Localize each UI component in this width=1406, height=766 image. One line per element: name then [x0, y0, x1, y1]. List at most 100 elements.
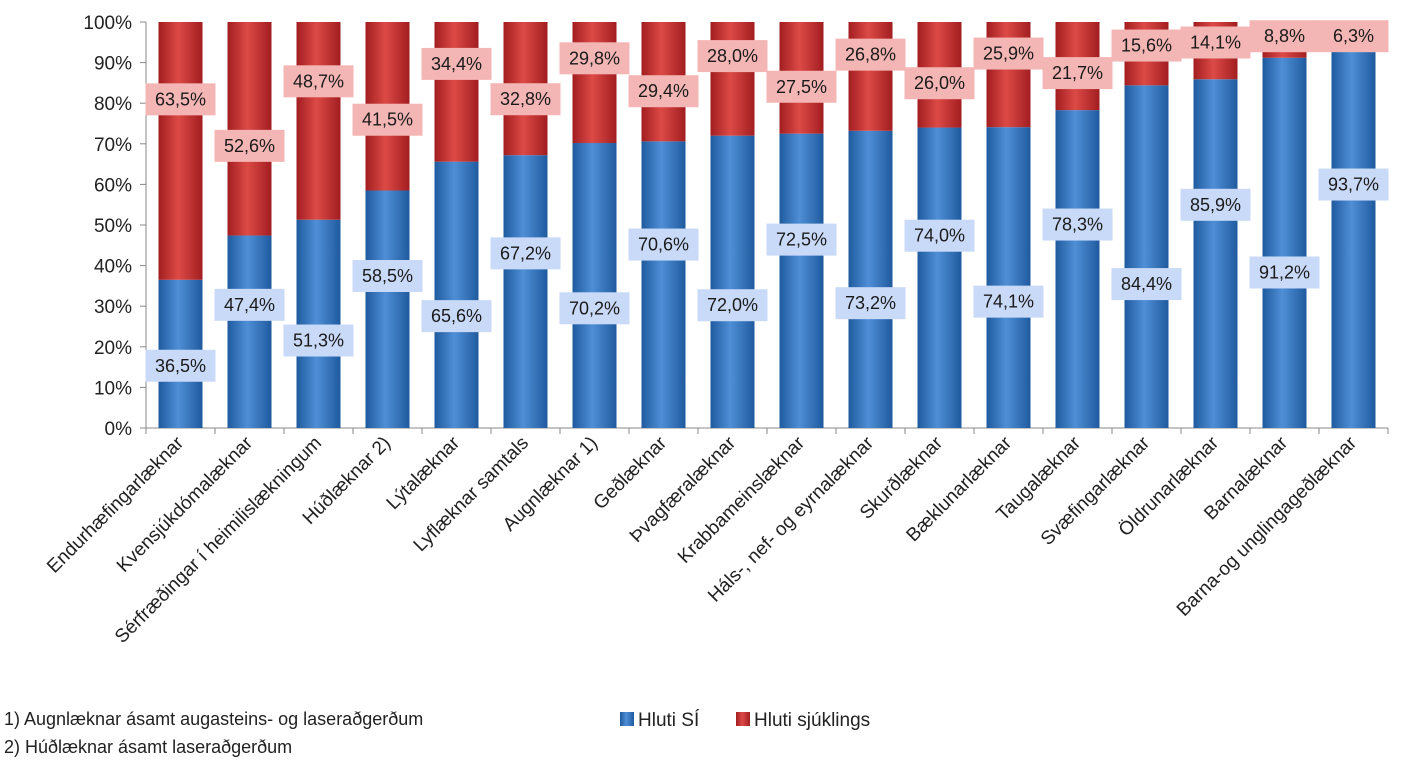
- data-label-hluti-sjuklings-bg: [697, 40, 768, 73]
- legend-label-hluti-sjuklings: Hluti sjúklings: [754, 710, 870, 731]
- data-label-hluti-si: 91,2%: [1259, 262, 1310, 282]
- data-label-hluti-si: 70,2%: [569, 298, 620, 318]
- y-tick-label: 60%: [94, 175, 132, 196]
- data-label-hluti-sjuklings: 29,4%: [638, 81, 689, 101]
- y-tick-label: 80%: [94, 94, 132, 115]
- data-label-hluti-sjuklings: 6,3%: [1333, 26, 1374, 46]
- data-label-hluti-sjuklings-bg: [973, 37, 1044, 70]
- bar-hluti-sjuklings: [848, 22, 893, 131]
- category-labels: EndurhæfingarlæknarKvensjúkdómalæknarSér…: [43, 432, 1361, 647]
- y-tick-label: 10%: [94, 378, 132, 399]
- bar-hluti-si: [710, 135, 755, 428]
- data-label-hluti-sjuklings-bg: [490, 83, 561, 116]
- footnote-hudlaeknar: 2) Húðlæknar ásamt laseraðgerðum: [4, 737, 293, 757]
- data-label-hluti-si: 85,9%: [1190, 195, 1241, 215]
- data-label-hluti-si: 73,2%: [845, 293, 896, 313]
- data-label-hluti-sjuklings: 48,7%: [293, 71, 344, 91]
- data-label-hluti-sjuklings: 8,8%: [1264, 26, 1305, 46]
- bar-hluti-sjuklings: [158, 22, 203, 280]
- y-tick-label: 40%: [94, 257, 132, 278]
- bar-hluti-si: [503, 155, 548, 428]
- data-label-hluti-si-bg: [973, 285, 1044, 318]
- legend-swatch-hluti-si: [620, 712, 634, 726]
- data-label-hluti-sjuklings: 15,6%: [1121, 36, 1172, 56]
- legend-swatch-hluti-sjuklings: [736, 712, 750, 726]
- data-label-hluti-si-bg: [214, 288, 285, 321]
- data-label-hluti-sjuklings-bg: [1249, 20, 1320, 53]
- data-label-hluti-sjuklings-bg: [1111, 29, 1182, 62]
- data-label-hluti-si: 78,3%: [1052, 215, 1103, 235]
- data-label-hluti-sjuklings-bg: [145, 83, 216, 116]
- data-label-hluti-si: 58,5%: [362, 266, 413, 286]
- category-label: Endurhæfingarlæknar: [43, 432, 188, 577]
- bar-hluti-si: [434, 161, 479, 428]
- y-tick-label: 100%: [83, 13, 132, 34]
- category-label: Krabbameinslæknar: [674, 432, 810, 568]
- legend: Hluti SÍ Hluti sjúklings: [620, 710, 870, 731]
- data-label-hluti-sjuklings: 14,1%: [1190, 33, 1241, 53]
- bar-hluti-si: [1055, 110, 1100, 429]
- data-label-hluti-si-bg: [628, 228, 699, 261]
- bar-hluti-si: [365, 190, 410, 428]
- data-label-hluti-si: 93,7%: [1328, 175, 1379, 195]
- legend-label-hluti-si: Hluti SÍ: [638, 710, 700, 731]
- y-tick-label: 90%: [94, 54, 132, 75]
- data-label-hluti-sjuklings: 26,8%: [845, 45, 896, 65]
- data-label-hluti-si: 74,1%: [983, 292, 1034, 312]
- data-label-hluti-sjuklings: 25,9%: [983, 44, 1034, 64]
- data-label-hluti-si: 84,4%: [1121, 274, 1172, 294]
- data-label-hluti-si-bg: [1249, 256, 1320, 289]
- data-label-hluti-si-bg: [421, 300, 492, 333]
- data-label-hluti-sjuklings-bg: [352, 103, 423, 136]
- y-tick-label: 20%: [94, 338, 132, 359]
- bar-hluti-si: [641, 141, 686, 428]
- data-label-hluti-sjuklings: 63,5%: [155, 89, 206, 109]
- data-label-hluti-sjuklings-bg: [214, 129, 285, 162]
- data-label-hluti-si-bg: [766, 223, 837, 256]
- bar-hluti-si: [986, 127, 1031, 429]
- data-label-hluti-si-bg: [1180, 188, 1251, 221]
- axes: 0% 10% 20% 30% 40% 50% 60% 70% 80% 90% 100%: [83, 13, 1389, 440]
- data-label-hluti-si: 70,6%: [638, 235, 689, 255]
- data-label-hluti-sjuklings-bg: [1042, 57, 1113, 90]
- bar-hluti-sjuklings: [434, 22, 479, 162]
- data-label-hluti-si: 67,2%: [500, 243, 551, 263]
- data-label-hluti-sjuklings: 27,5%: [776, 77, 827, 97]
- data-label-hluti-sjuklings: 32,8%: [500, 89, 551, 109]
- data-label-hluti-si-bg: [352, 259, 423, 292]
- data-label-hluti-si-bg: [904, 219, 975, 252]
- bar-hluti-si: [917, 127, 962, 428]
- bar-hluti-sjuklings: [227, 22, 272, 236]
- data-label-hluti-si-bg: [145, 349, 216, 382]
- category-label: Kvensjúkdómalæknar: [113, 432, 258, 577]
- data-label-hluti-si-bg: [835, 287, 906, 320]
- data-labels: 36,5% 63,5% 47,4% 52,6% 51,3% 48,7% 58,5% 41,5%…: [145, 20, 1389, 382]
- data-label-hluti-sjuklings-bg: [766, 70, 837, 103]
- data-label-hluti-sjuklings-bg: [1180, 26, 1251, 59]
- y-tick-label: 70%: [94, 135, 132, 156]
- bar-hluti-si: [848, 130, 893, 429]
- bar-hluti-si: [296, 219, 341, 428]
- data-label-hluti-si-bg: [1318, 168, 1389, 201]
- bar-hluti-si: [227, 235, 272, 428]
- data-label-hluti-sjuklings-bg: [904, 67, 975, 100]
- data-label-hluti-si: 65,6%: [431, 306, 482, 326]
- bar-hluti-si: [1262, 57, 1307, 429]
- data-label-hluti-sjuklings: 26,0%: [914, 73, 965, 93]
- bar-hluti-sjuklings: [296, 22, 341, 220]
- data-label-hluti-si-bg: [490, 237, 561, 270]
- bar-hluti-si: [779, 133, 824, 428]
- data-label-hluti-sjuklings: 29,8%: [569, 48, 620, 68]
- bar-hluti-sjuklings: [710, 22, 755, 136]
- y-tick-label: 0%: [105, 419, 133, 440]
- data-label-hluti-sjuklings: 28,0%: [707, 46, 758, 66]
- data-label-hluti-sjuklings-bg: [559, 42, 630, 75]
- data-label-hluti-sjuklings: 21,7%: [1052, 63, 1103, 83]
- data-label-hluti-sjuklings-bg: [1318, 20, 1389, 53]
- data-label-hluti-si: 47,4%: [224, 295, 275, 315]
- data-label-hluti-sjuklings: 41,5%: [362, 110, 413, 130]
- data-label-hluti-sjuklings-bg: [835, 38, 906, 71]
- data-label-hluti-sjuklings: 52,6%: [224, 136, 275, 156]
- bar-hluti-si: [1331, 47, 1376, 428]
